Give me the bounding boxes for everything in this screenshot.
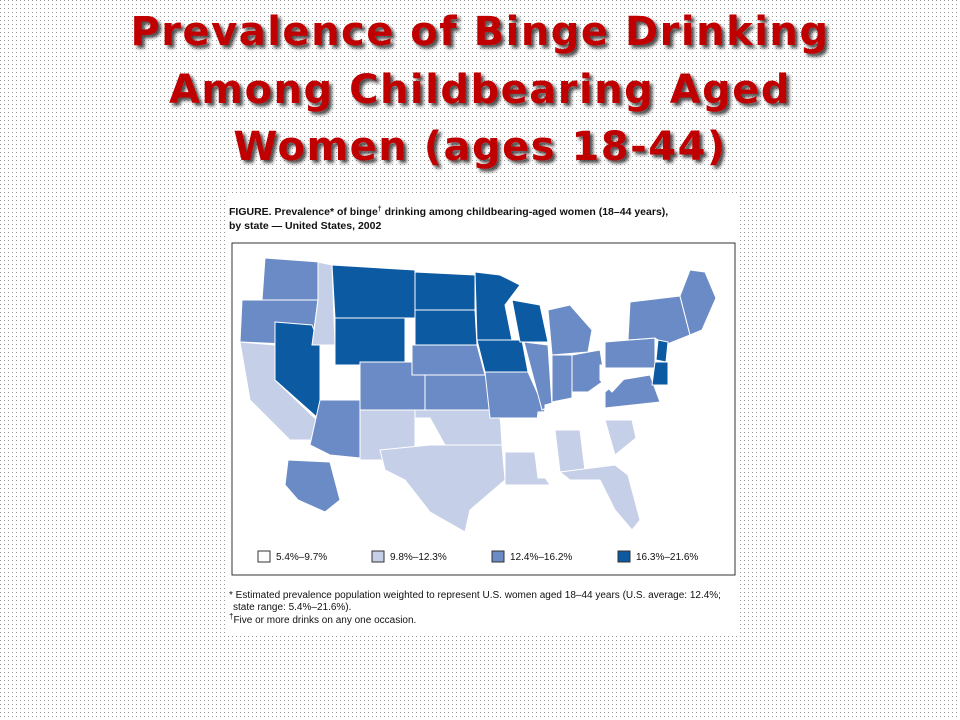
state: [334, 317, 406, 366]
state: [331, 264, 416, 319]
caption-part: FIGURE. Prevalence* of binge: [229, 206, 378, 218]
state: [655, 339, 669, 363]
footnote: †Five or more drinks on any one occasion…: [229, 612, 416, 626]
caption-part: drinking among childbearing-aged women (…: [382, 206, 669, 218]
state: [411, 507, 423, 519]
state: [377, 494, 391, 505]
title: Prevalence of Binge Drinking Among Child…: [130, 9, 829, 170]
state: [651, 361, 669, 386]
state: [571, 349, 606, 393]
state: [396, 501, 409, 511]
caption: by state — United States, 2002: [229, 220, 381, 232]
state: [535, 409, 613, 431]
legend-label: 5.4%–9.7%: [276, 552, 327, 563]
state: [411, 344, 486, 376]
state: [476, 339, 529, 373]
state: [414, 271, 476, 311]
state: [627, 295, 691, 346]
state: [379, 444, 506, 533]
state: [511, 299, 549, 343]
title-line: Prevalence of Binge Drinking: [130, 9, 829, 55]
state: [284, 459, 341, 513]
footnote-dagger: †: [229, 612, 233, 621]
state: [679, 269, 717, 336]
title-line: Women (ages 18-44): [233, 124, 726, 170]
legend-swatch: [371, 550, 385, 563]
state: [424, 374, 491, 411]
legend-label: 9.8%–12.3%: [390, 552, 447, 563]
map: [239, 257, 717, 533]
state: [604, 337, 656, 369]
map-frame: [231, 242, 736, 576]
caption-dagger: †: [378, 206, 382, 213]
state: [261, 257, 321, 301]
state: [558, 464, 641, 531]
footnote-part: Five or more drinks on any one occasion.: [233, 615, 416, 626]
caption: FIGURE. Prevalence* of binge† drinking a…: [229, 206, 668, 218]
legend: 5.4%–9.7% 9.8%–12.3% 12.4%–16.2% 16.3%–21.6…: [257, 550, 698, 563]
legend-swatch: [617, 550, 631, 563]
footnote: state range: 5.4%–21.6%).: [233, 602, 351, 613]
state: [414, 309, 478, 346]
state: [531, 429, 557, 479]
legend-swatch: [491, 550, 505, 563]
state: [551, 354, 573, 403]
state: [309, 399, 361, 459]
state: [547, 304, 593, 356]
legend-label: 12.4%–16.2%: [510, 552, 572, 563]
legend-label: 16.3%–21.6%: [636, 552, 698, 563]
title-line: Among Childbearing Aged: [169, 67, 791, 113]
legend-swatch: [257, 550, 271, 563]
footnote: * Estimated prevalence population weight…: [229, 590, 721, 601]
